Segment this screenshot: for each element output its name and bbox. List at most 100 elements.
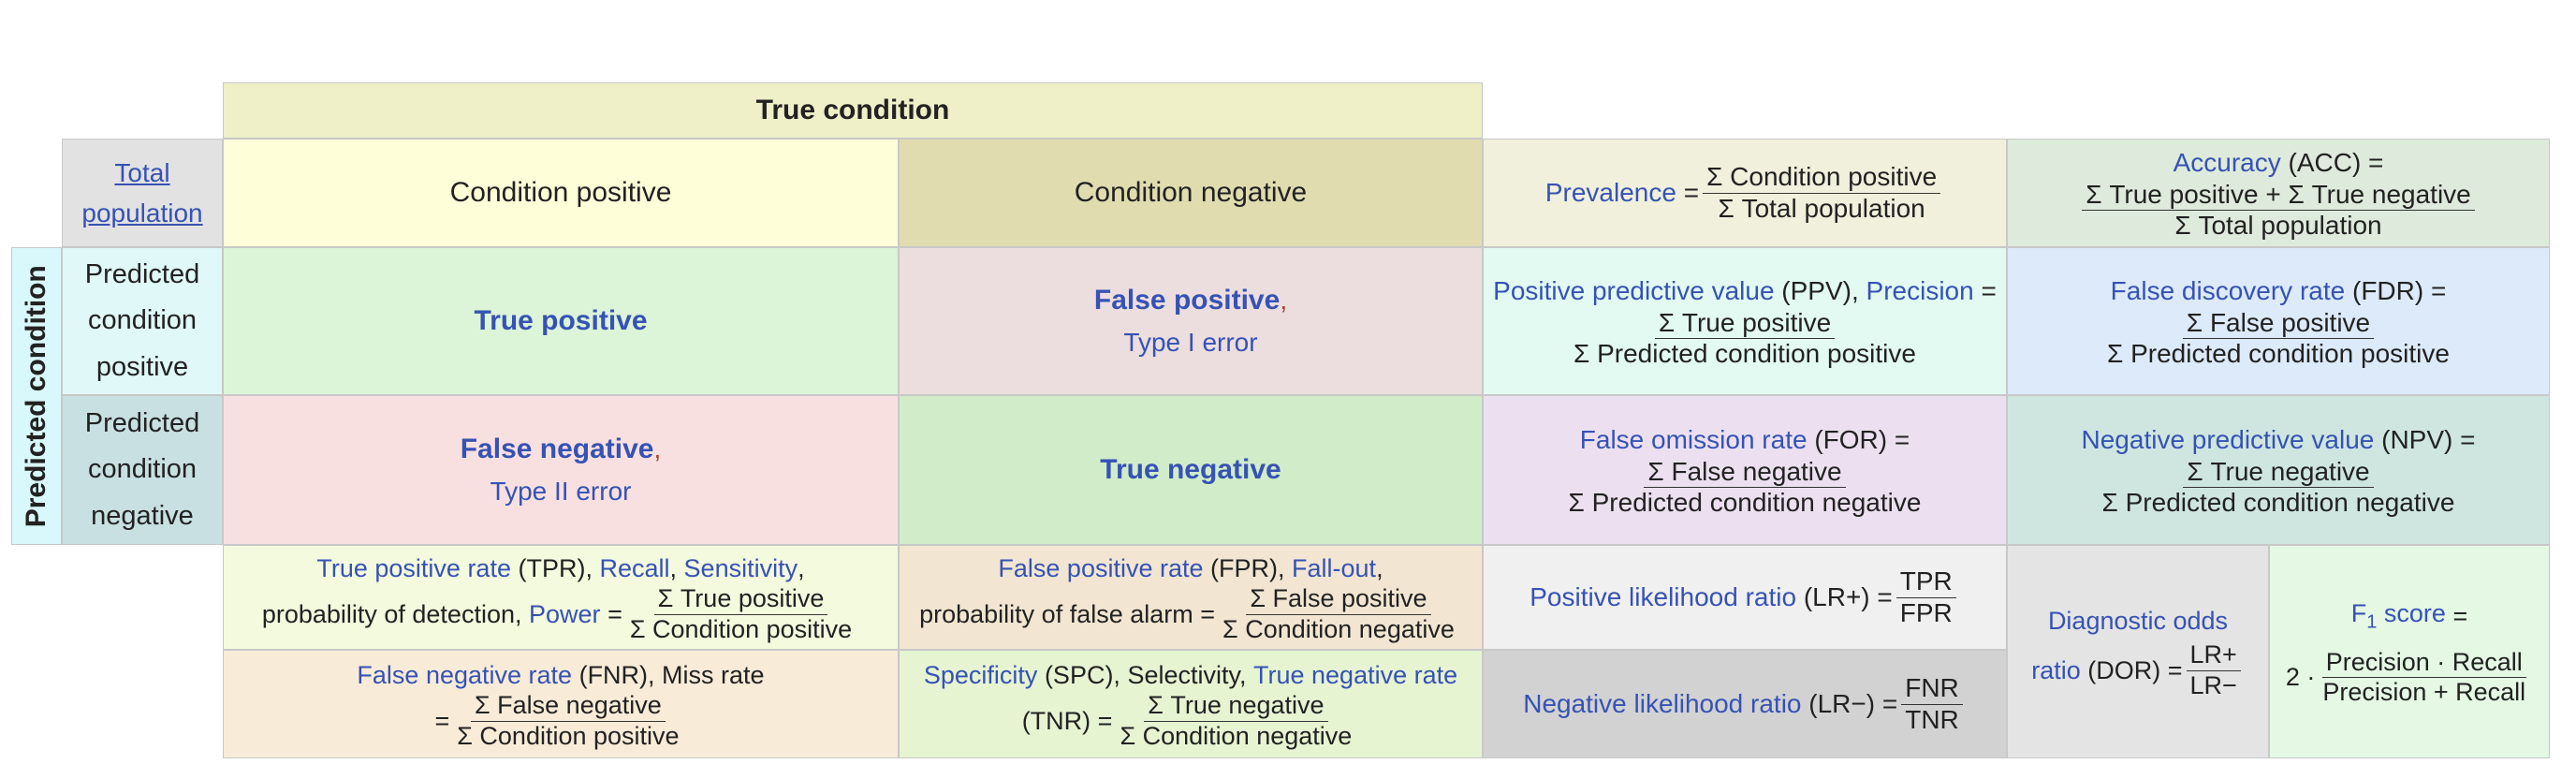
specificity-cell: Specificity (SPC), Selectivity, True neg… — [899, 650, 1483, 758]
f1-numerator: Precision · Recall — [2321, 648, 2526, 679]
fnr-fraction: Σ False negative Σ Condition positive — [453, 691, 682, 750]
dor-link-line2[interactable]: ratio — [2031, 656, 2081, 684]
fnr-abbr: (FNR), Miss rate — [578, 660, 765, 689]
fpr-fraction: Σ False positive Σ Condition negative — [1219, 584, 1458, 643]
precision-link[interactable]: Precision — [1866, 275, 1974, 305]
condition-positive-label: Condition positive — [449, 176, 672, 208]
lr-positive-link[interactable]: Positive likelihood ratio — [1530, 582, 1797, 612]
prevalence-numerator: Σ Condition positive — [1703, 162, 1941, 194]
lr-negative-link[interactable]: Negative likelihood ratio — [1523, 689, 1802, 719]
dor-link[interactable]: Diagnostic odds — [2047, 606, 2229, 635]
predicted-condition-positive-label: Predicted condition positive — [84, 259, 200, 382]
false-positive-link[interactable]: False positive — [1093, 284, 1281, 316]
dor-numerator: LR+ — [2186, 640, 2241, 671]
specificity-fraction: Σ True negative Σ Condition negative — [1116, 691, 1355, 750]
ppv-numerator: Σ True positive — [1654, 308, 1836, 340]
predicted-condition-positive-cell: Predicted condition positive — [62, 247, 223, 395]
fall-out-link[interactable]: Fall-out — [1292, 553, 1377, 582]
tpr-line2: probability of detection, — [261, 600, 522, 628]
tpr-numerator: Σ True positive — [653, 584, 828, 615]
prevalence-eq: = — [1683, 178, 1700, 208]
total-population-link[interactable]: Total population — [81, 157, 203, 228]
npv-fraction: Σ True negative Σ Predicted condition ne… — [2099, 457, 2459, 519]
npv-link[interactable]: Negative predictive value — [2081, 424, 2375, 454]
prevalence-link[interactable]: Prevalence — [1544, 178, 1676, 208]
f1-denominator: Precision + Recall — [2322, 678, 2526, 707]
f1-prefix: 2 · — [2285, 663, 2316, 692]
lr-positive-numerator: TPR — [1895, 566, 1956, 598]
for-fraction: Σ False negative Σ Predicted condition n… — [1565, 457, 1925, 519]
for-link[interactable]: False omission rate — [1579, 424, 1808, 454]
for-numerator: Σ False negative — [1644, 457, 1846, 489]
fdr-link[interactable]: False discovery rate — [2110, 275, 2346, 305]
prevalence-cell: Prevalence = Σ Condition positive Σ Tota… — [1483, 139, 2007, 247]
dor-denominator: LR− — [2189, 670, 2237, 699]
predicted-condition-label: Predicted condition — [20, 264, 51, 528]
recall-link[interactable]: Recall — [599, 553, 670, 582]
tpr-link[interactable]: True positive rate — [316, 553, 511, 582]
tpr-fraction: Σ True positive Σ Condition positive — [626, 584, 856, 643]
false-negative-cell: False negative, Type II error — [223, 395, 899, 545]
lr-positive-fraction: TPR FPR — [1895, 566, 1956, 628]
fnr-cell: False negative rate (FNR), Miss rate = Σ… — [223, 650, 899, 758]
true-positive-link[interactable]: True positive — [474, 304, 648, 336]
for-abbr: (FOR) = — [1814, 424, 1910, 454]
lr-negative-denominator: TNR — [1905, 704, 1959, 734]
fdr-denominator: Σ Predicted condition positive — [2107, 339, 2450, 369]
fpr-denominator: Σ Condition negative — [1222, 614, 1455, 643]
npv-abbr: (NPV) = — [2381, 424, 2476, 454]
ppv-fraction: Σ True positive Σ Predicted condition po… — [1570, 308, 1920, 370]
false-positive-cell: False positive, Type I error — [899, 247, 1483, 395]
fnr-numerator: Σ False negative — [470, 691, 666, 722]
predicted-condition-negative-cell: Predicted condition negative — [62, 395, 223, 545]
total-population-cell[interactable]: Total population — [62, 139, 223, 247]
specificity-link[interactable]: Specificity — [923, 660, 1038, 689]
false-negative-link[interactable]: False negative — [460, 433, 654, 464]
for-cell: False omission rate (FOR) = Σ False nega… — [1483, 395, 2007, 545]
fnr-denominator: Σ Condition positive — [457, 721, 680, 750]
accuracy-cell: Accuracy (ACC) = Σ True positive + Σ Tru… — [2007, 139, 2550, 247]
dor-fraction: LR+ LR− — [2186, 640, 2241, 699]
fnr-link[interactable]: False negative rate — [357, 660, 573, 689]
true-condition-header: True condition — [223, 82, 1483, 139]
ppv-abbr: (PPV), — [1781, 275, 1859, 305]
specificity-numerator: Σ True negative — [1144, 691, 1328, 722]
lr-positive-denominator: FPR — [1899, 597, 1953, 627]
accuracy-fraction: Σ True positive + Σ True negative Σ Tota… — [2082, 180, 2475, 242]
condition-negative-cell: Condition negative — [899, 139, 1483, 247]
ppv-link[interactable]: Positive predictive value — [1493, 275, 1775, 305]
lr-negative-fraction: FNR TNR — [1901, 673, 1963, 735]
specificity-line2: (TNR) = — [1021, 707, 1113, 735]
ppv-cell: Positive predictive value (PPV), Precisi… — [1483, 247, 2007, 395]
npv-denominator: Σ Predicted condition negative — [2101, 488, 2455, 518]
true-negative-link[interactable]: True negative — [1100, 453, 1281, 485]
tpr-eq: = — [607, 600, 622, 628]
fpr-numerator: Σ False positive — [1246, 584, 1431, 615]
condition-negative-label: Condition negative — [1074, 176, 1308, 208]
specificity-abbr: (SPC), Selectivity, — [1044, 660, 1247, 689]
true-negative-rate-link[interactable]: True negative rate — [1253, 660, 1458, 689]
fpr-link[interactable]: False positive rate — [998, 553, 1204, 582]
lr-positive-cell: Positive likelihood ratio (LR+) = TPR FP… — [1483, 545, 2007, 650]
tpr-cell: True positive rate (TPR), Recall, Sensit… — [223, 545, 899, 650]
sensitivity-link[interactable]: Sensitivity — [683, 553, 798, 582]
f1-score-link[interactable]: F1 score — [2351, 596, 2446, 635]
specificity-denominator: Σ Condition negative — [1120, 721, 1353, 750]
accuracy-numerator: Σ True positive + Σ True negative — [2082, 180, 2475, 212]
fpr-cell: False positive rate (FPR), Fall-out, pro… — [899, 545, 1483, 650]
fdr-numerator: Σ False positive — [2182, 308, 2375, 340]
accuracy-link[interactable]: Accuracy — [2173, 147, 2281, 177]
fpr-line2: probability of false alarm = — [919, 600, 1216, 628]
power-link[interactable]: Power — [529, 600, 601, 628]
lr-negative-numerator: FNR — [1901, 673, 1963, 705]
false-positive-comma: , — [1280, 286, 1288, 316]
for-denominator: Σ Predicted condition negative — [1568, 488, 1922, 518]
accuracy-abbr: (ACC) = — [2288, 147, 2384, 177]
fdr-abbr: (FDR) = — [2352, 275, 2447, 305]
type-ii-error-link[interactable]: Type II error — [490, 477, 632, 507]
lr-negative-cell: Negative likelihood ratio (LR−) = FNR TN… — [1483, 650, 2007, 758]
true-positive-cell: True positive — [223, 247, 899, 395]
type-i-error-link[interactable]: Type I error — [1123, 328, 1258, 358]
accuracy-denominator: Σ Total population — [2174, 211, 2382, 241]
